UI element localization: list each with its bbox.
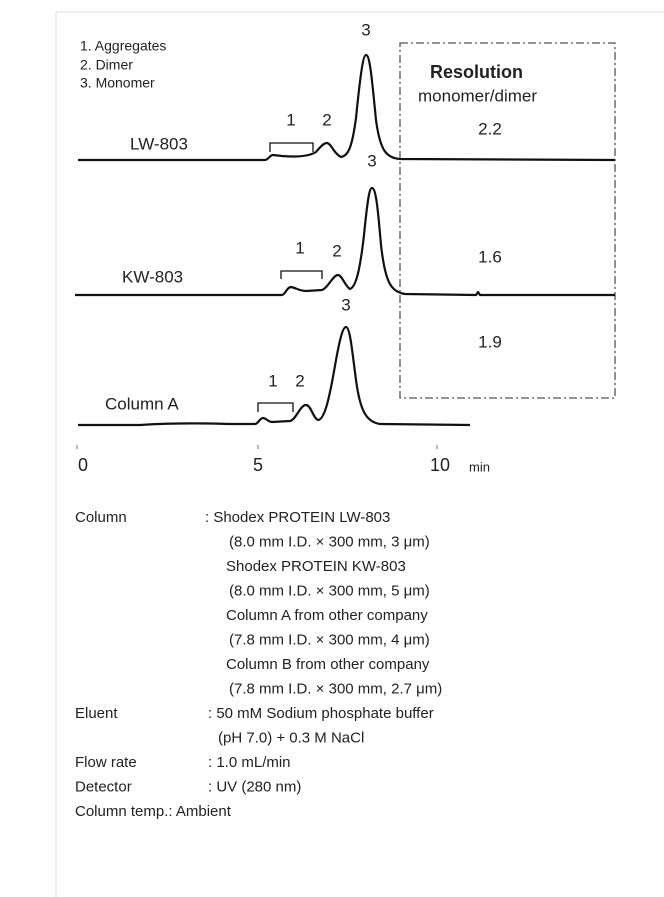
axis-unit: min [469,459,490,474]
axis-tick-label: 0 [78,455,88,475]
legend-item: 1. Aggregates [80,38,166,54]
condition-value: : Ambient [168,803,231,820]
condition-label: Column [75,509,127,526]
peak-label: 1 [286,110,295,129]
condition-label: Detector [75,778,132,795]
resolution-value: 1.6 [478,247,502,266]
condition-value: : 1.0 mL/min [208,754,291,771]
condition-value: : 50 mM Sodium phosphate buffer [208,705,434,722]
resolution-value: 1.9 [478,332,502,351]
peak-label: 2 [332,241,341,260]
condition-value: Shodex PROTEIN KW-803 [226,558,406,575]
resolution-value: 2.2 [478,119,502,138]
condition-value: (7.8 mm I.D. × 300 mm, 4 μm) [229,631,430,648]
bracket [280,270,323,279]
condition-value: Column B from other company [226,656,430,673]
condition-value: Column A from other company [226,607,428,624]
trace [75,186,615,297]
condition-value: (8.0 mm I.D. × 300 mm, 3 μm) [229,533,430,550]
conditions: Column : Shodex PROTEIN LW-803 (8.0 mm I.D… [75,509,442,820]
legend-item: 2. Dimer [80,57,133,73]
condition-value: : UV (280 nm) [208,778,301,795]
condition-label: Column temp. [75,803,168,820]
trace-label: Column A [105,394,179,413]
condition-value: (8.0 mm I.D. × 300 mm, 5 μm) [229,582,430,599]
peak-label: 1 [268,371,277,390]
condition-value: : Shodex PROTEIN LW-803 [205,509,390,526]
bracket [269,142,314,152]
condition-label: Eluent [75,705,118,722]
peak-label: 2 [295,371,304,390]
bracket [257,402,294,412]
condition-value: (7.8 mm I.D. × 300 mm, 2.7 μm) [229,680,442,697]
condition-label: Flow rate [75,754,137,771]
resolution-title: Resolution [430,62,523,82]
condition-value: (pH 7.0) + 0.3 M NaCl [218,729,364,746]
peak-label: 2 [322,110,331,129]
resolution-subtitle: monomer/dimer [418,86,537,105]
peak-label: 3 [341,295,350,314]
axis-tick-label: 10 [430,455,450,475]
legend-item: 3. Monomer [80,75,155,91]
trace-label: LW-803 [130,134,188,153]
trace [78,53,616,162]
peak-label: 3 [361,20,370,39]
trace [78,325,471,427]
resolution-box [399,42,616,399]
peak-label: 1 [295,238,304,257]
peak-label: 3 [367,151,376,170]
frame [55,11,664,897]
axis-tick-label: 5 [253,455,263,475]
trace-label: KW-803 [122,267,183,286]
